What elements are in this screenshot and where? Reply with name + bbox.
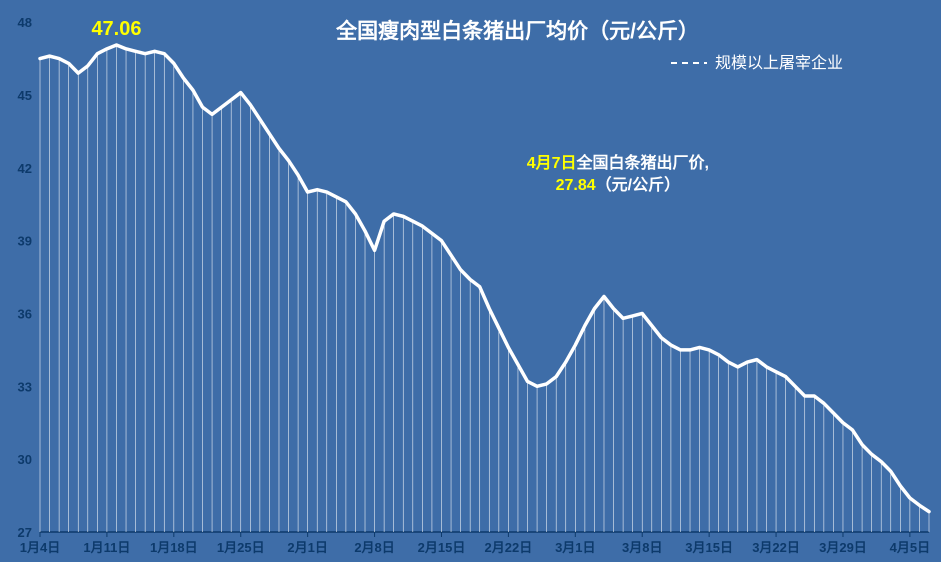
peak-value-label: 47.06 — [91, 18, 141, 40]
x-tick-label: 2月22日 — [485, 540, 533, 555]
legend-label: 规模以上屠宰企业 — [715, 54, 843, 72]
x-tick-label: 2月15日 — [418, 540, 466, 555]
x-tick-label: 3月15日 — [685, 540, 733, 555]
y-tick-label: 42 — [18, 161, 32, 176]
x-tick-label: 3月22日 — [752, 540, 800, 555]
x-tick-label: 4月5日 — [890, 540, 930, 555]
y-tick-label: 36 — [18, 306, 32, 321]
x-tick-label: 2月1日 — [287, 540, 327, 555]
line-chart: 27 30 33 36 39 42 45 48 1月4日 1月11日 1月18日 1月25日 2月1日 2… — [0, 0, 941, 562]
x-tick-label: 1月11日 — [83, 540, 130, 555]
chart-container: 27 30 33 36 39 42 45 48 1月4日 1月11日 1月18日 1月25日 2月1日 2… — [0, 0, 941, 562]
x-tick-label: 1月4日 — [20, 540, 60, 555]
y-tick-label: 33 — [18, 379, 32, 394]
y-tick-label: 39 — [18, 234, 32, 249]
x-tick-label: 3月1日 — [555, 540, 595, 555]
x-tick-label: 3月29日 — [819, 540, 867, 555]
x-tick-label: 3月8日 — [622, 540, 662, 555]
chart-title: 全国瘦肉型白条猪出厂均价（元/公斤） — [335, 19, 699, 43]
annotation-line1: 4月7日全国白条猪出厂价, — [527, 153, 709, 172]
y-tick-label: 45 — [18, 88, 32, 103]
annotation-line2: 27.84（元/公斤） — [556, 176, 681, 194]
x-tick-label: 1月25日 — [217, 540, 265, 555]
x-tick-label: 2月8日 — [354, 540, 394, 555]
x-tick-label: 1月18日 — [150, 540, 198, 555]
y-tick-label: 30 — [18, 452, 32, 467]
y-tick-label: 27 — [18, 525, 32, 540]
y-tick-label: 48 — [18, 15, 32, 30]
